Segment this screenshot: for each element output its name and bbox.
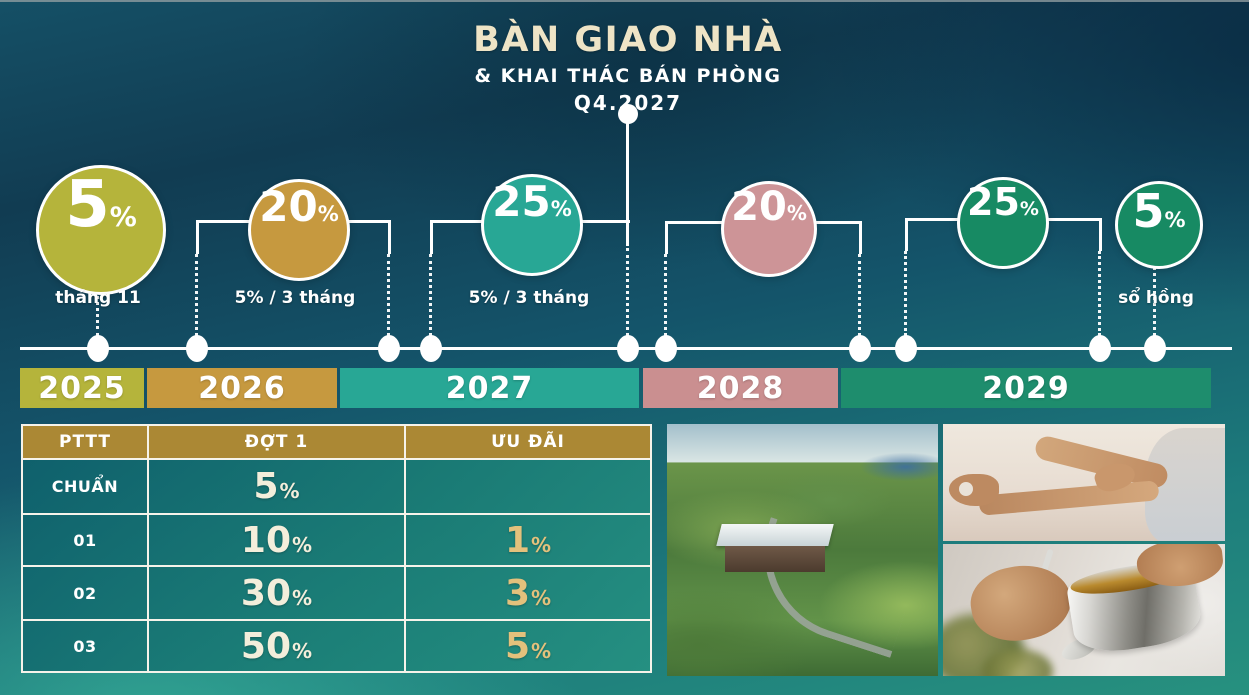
bracket-line	[905, 218, 908, 251]
timeline-node-dot	[87, 335, 109, 362]
table-header-pttt: PTTT	[23, 426, 149, 460]
dotted-connector	[96, 283, 99, 336]
percent-sign: %	[1164, 208, 1186, 232]
table-row-label: 01	[23, 515, 149, 567]
year-segment-2029: 2029	[841, 368, 1211, 408]
milestone-circle-2025: 5%	[36, 165, 166, 295]
bracket-line	[574, 220, 630, 223]
milestone-circle-2028: 20%	[721, 181, 817, 277]
arm-shape	[978, 480, 1160, 516]
payment-schedule-table: PTTT ĐỢT 1 ƯU ĐÃI CHUẨN 5% 01 10% 1% 02 …	[21, 424, 652, 673]
milestone-label: tháng 11	[55, 288, 141, 308]
meditation-photo	[943, 424, 1225, 541]
timeline-node-dot	[849, 335, 871, 362]
table-cell-dot1: 50%	[149, 621, 406, 671]
milestone-value: 5	[65, 168, 110, 242]
table-row-label: CHUẨN	[23, 460, 149, 515]
timeline-node-dot	[378, 335, 400, 362]
dotted-connector	[1098, 251, 1101, 336]
milestone-label: sổ hồng	[1118, 288, 1194, 308]
timeline-node-dot	[617, 335, 639, 362]
table-cell-uudai	[406, 460, 650, 515]
percent-sign: %	[1019, 198, 1039, 220]
bracket-line	[806, 221, 862, 224]
dotted-connector	[195, 254, 198, 336]
table-cell-dot1: 10%	[149, 515, 406, 567]
milestone-circle-2027: 25%	[481, 174, 583, 276]
clubhouse-roof-shape	[716, 524, 834, 546]
table-cell-uudai: 3%	[406, 567, 650, 621]
table-row-label: 03	[23, 621, 149, 671]
bracket-line	[665, 221, 725, 224]
title-block: BÀN GIAO NHÀ & KHAI THÁC BÁN PHÒNG Q4.20…	[428, 20, 828, 115]
bracket-line	[905, 218, 962, 221]
table-row-label: 02	[23, 567, 149, 621]
mudra-ring-shape	[959, 482, 973, 496]
bracket-line	[859, 221, 862, 254]
year-segment-2025: 2025	[20, 368, 144, 408]
percent-sign: %	[786, 201, 807, 225]
bracket-line	[1099, 218, 1102, 251]
milestone-circle-final: 5%	[1115, 181, 1203, 269]
percent-sign: %	[317, 202, 339, 226]
handover-pointer-dot	[618, 104, 638, 124]
mudra-hand-shape	[949, 474, 999, 506]
dotted-connector	[429, 254, 432, 336]
handover-pointer-line	[626, 120, 629, 246]
table-cell-uudai: 1%	[406, 515, 650, 567]
table-cell-dot1: 30%	[149, 567, 406, 621]
year-segment-2028: 2028	[643, 368, 838, 408]
bracket-line	[1038, 218, 1102, 221]
golf-course-photo	[667, 424, 938, 676]
milestone-value: 25	[492, 177, 551, 226]
timeline-node-dot	[895, 335, 917, 362]
bracket-line	[430, 220, 433, 254]
timeline-node-dot	[655, 335, 677, 362]
milestone-circle-2029: 25%	[957, 177, 1049, 269]
milestone-circle-2026: 20%	[248, 179, 350, 281]
page-title: BÀN GIAO NHÀ	[473, 20, 783, 60]
dotted-connector	[664, 254, 667, 336]
dotted-connector	[626, 248, 629, 336]
timeline-node-dot	[1144, 335, 1166, 362]
table-cell-uudai: 5%	[504, 625, 552, 667]
bracket-line	[388, 220, 391, 254]
year-segment-2026: 2026	[147, 368, 337, 408]
bracket-line	[196, 220, 199, 254]
timeline-node-dot	[420, 335, 442, 362]
dotted-connector	[1153, 267, 1156, 336]
page-subtitle: & KHAI THÁC BÁN PHÒNG	[474, 65, 782, 87]
year-segment-2027: 2027	[340, 368, 639, 408]
bracket-line	[430, 220, 485, 223]
dotted-connector	[387, 254, 390, 336]
milestone-label: 5% / 3 tháng	[468, 288, 590, 308]
timeline-node-dot	[186, 335, 208, 362]
milestone-label: 5% / 3 tháng	[234, 288, 356, 308]
table-cell-dot1: 5%	[149, 460, 406, 515]
dotted-connector	[858, 254, 861, 336]
table-header-dot1: ĐỢT 1	[149, 426, 406, 460]
milestone-value: 25	[967, 180, 1020, 224]
milestone-value: 20	[259, 182, 318, 231]
bracket-line	[196, 220, 253, 223]
timeline-node-dot	[1089, 335, 1111, 362]
top-edge-strip	[0, 0, 1249, 2]
dotted-connector	[904, 251, 907, 336]
milestone-value: 20	[731, 184, 787, 230]
clubhouse-body-shape	[725, 546, 825, 572]
percent-sign: %	[109, 202, 137, 233]
cooking-photo	[943, 544, 1225, 676]
table-header-uudai: ƯU ĐÃI	[406, 426, 650, 460]
bracket-line	[341, 220, 391, 223]
milestone-value: 5	[1132, 184, 1165, 238]
percent-sign: %	[550, 197, 572, 221]
bracket-line	[665, 221, 668, 254]
